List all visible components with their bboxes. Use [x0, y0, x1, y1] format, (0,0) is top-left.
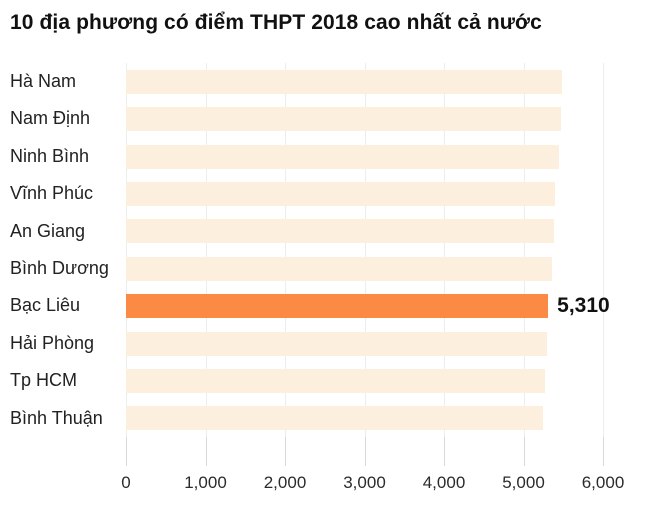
- axis-tick: [364, 437, 366, 466]
- bar: [126, 406, 543, 431]
- gridline: [523, 63, 525, 437]
- bar: [126, 69, 563, 94]
- gridline: [205, 63, 207, 437]
- bar-highlighted: [126, 294, 549, 319]
- category-label: Hà Nam: [10, 71, 77, 91]
- axis-tick: [205, 437, 207, 466]
- axis-tick-label: 0: [121, 473, 131, 492]
- axis-tick: [523, 437, 525, 466]
- gridline: [126, 63, 127, 437]
- category-label: Nam Định: [10, 108, 91, 129]
- plot-area: 5,310: [126, 63, 660, 437]
- axis-tick: [603, 437, 604, 466]
- category-label: Hải Phòng: [10, 332, 95, 353]
- bar: [126, 181, 556, 206]
- bar: [126, 331, 548, 356]
- bar: [126, 219, 555, 244]
- bar-chart: Hà Nam Nam Định Ninh Bình Vĩnh Phúc An Giang…: [0, 63, 660, 437]
- gridline: [603, 63, 604, 437]
- bar: [126, 144, 560, 169]
- axis-tick-label: 6,000: [581, 473, 625, 492]
- x-axis: 0 1,000 2,000 3,000 4,000 5,000 6,000: [121, 437, 660, 507]
- axis-tick: [444, 437, 445, 466]
- axis-tick-label: 5,000: [502, 473, 545, 492]
- axis-tick-label: 4,000: [422, 473, 466, 492]
- axis-tick-label: 2,000: [263, 473, 307, 492]
- bar: [126, 107, 561, 132]
- axis-tick: [126, 437, 127, 466]
- category-label: An Giang: [10, 220, 86, 241]
- bar: [126, 368, 546, 393]
- chart-title: 10 địa phương có điểm THPT 2018 cao nhất…: [10, 11, 542, 34]
- axis-tick-label: 3,000: [343, 473, 386, 492]
- category-label: Bình Dương: [10, 257, 109, 278]
- category-label: Tp HCM: [10, 370, 77, 391]
- gridline: [285, 63, 286, 437]
- category-labels: Hà Nam Nam Định Ninh Bình Vĩnh Phúc An Giang…: [10, 63, 124, 437]
- category-label: Bình Thuận: [10, 407, 103, 428]
- gridline: [444, 63, 445, 437]
- axis-tick-label: 1,000: [184, 473, 227, 492]
- axis-tick: [285, 437, 286, 466]
- bar: [126, 256, 553, 281]
- category-label: Bạc Liêu: [10, 295, 81, 316]
- category-label: Vĩnh Phúc: [10, 183, 94, 204]
- gridline: [364, 63, 366, 437]
- value-label: 5,310: [557, 294, 610, 318]
- category-label: Ninh Bình: [10, 145, 90, 166]
